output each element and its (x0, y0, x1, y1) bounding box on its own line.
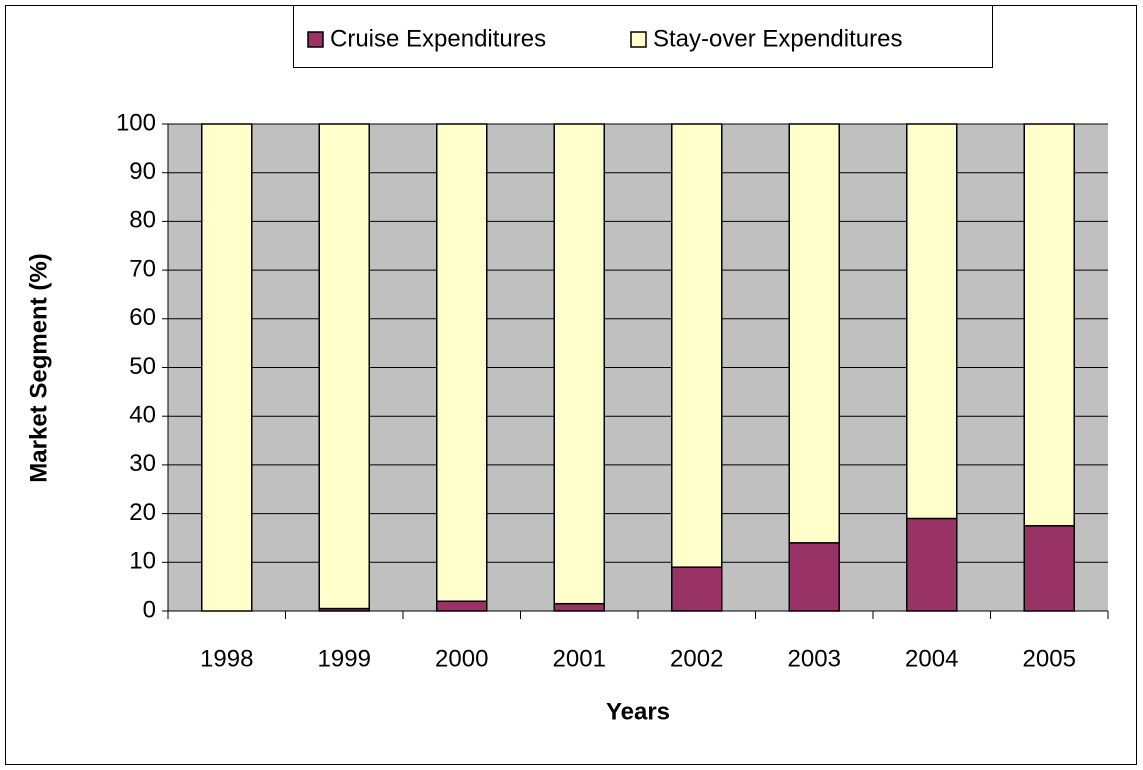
x-tick-label: 1999 (318, 645, 371, 672)
bar-segment (436, 600, 488, 612)
y-tick-label: 40 (129, 402, 156, 429)
bar-segment (906, 517, 958, 612)
y-tick-label: 10 (129, 548, 156, 575)
y-tick-label: 70 (129, 255, 156, 282)
legend-swatch (630, 31, 647, 48)
bar-segment (201, 123, 253, 612)
x-axis-title: Years (606, 698, 670, 725)
bar-segment (1023, 123, 1075, 527)
x-tick-label: 2001 (553, 645, 606, 672)
x-tick-label: 1998 (200, 645, 253, 672)
bar-segment (788, 542, 840, 612)
bar-segment (788, 123, 840, 544)
y-axis-title: Market Segment (%) (25, 253, 52, 482)
legend-swatch (307, 31, 324, 48)
bar-segment (553, 602, 605, 612)
y-tick-label: 80 (129, 207, 156, 234)
x-tick-label: 2004 (905, 645, 958, 672)
legend-label: Stay-over Expenditures (653, 25, 902, 52)
x-tick-label: 2000 (435, 645, 488, 672)
y-tick-label: 30 (129, 450, 156, 477)
x-tick-label: 2005 (1023, 645, 1076, 672)
bar-segment (671, 123, 723, 568)
x-tick-label: 2003 (788, 645, 841, 672)
legend-label: Cruise Expenditures (330, 25, 546, 52)
bar-segment (318, 123, 370, 610)
y-tick-label: 20 (129, 499, 156, 526)
x-tick-label: 2002 (670, 645, 723, 672)
bar-segment (1023, 525, 1075, 612)
y-tick-label: 0 (143, 596, 156, 623)
y-tick-label: 50 (129, 353, 156, 380)
y-tick-label: 90 (129, 158, 156, 185)
bar-segment (671, 566, 723, 612)
bar-segment (436, 123, 488, 603)
y-tick-label: 100 (116, 109, 156, 136)
bar-segment (553, 123, 605, 605)
bar-segment (906, 123, 958, 520)
y-tick-label: 60 (129, 304, 156, 331)
